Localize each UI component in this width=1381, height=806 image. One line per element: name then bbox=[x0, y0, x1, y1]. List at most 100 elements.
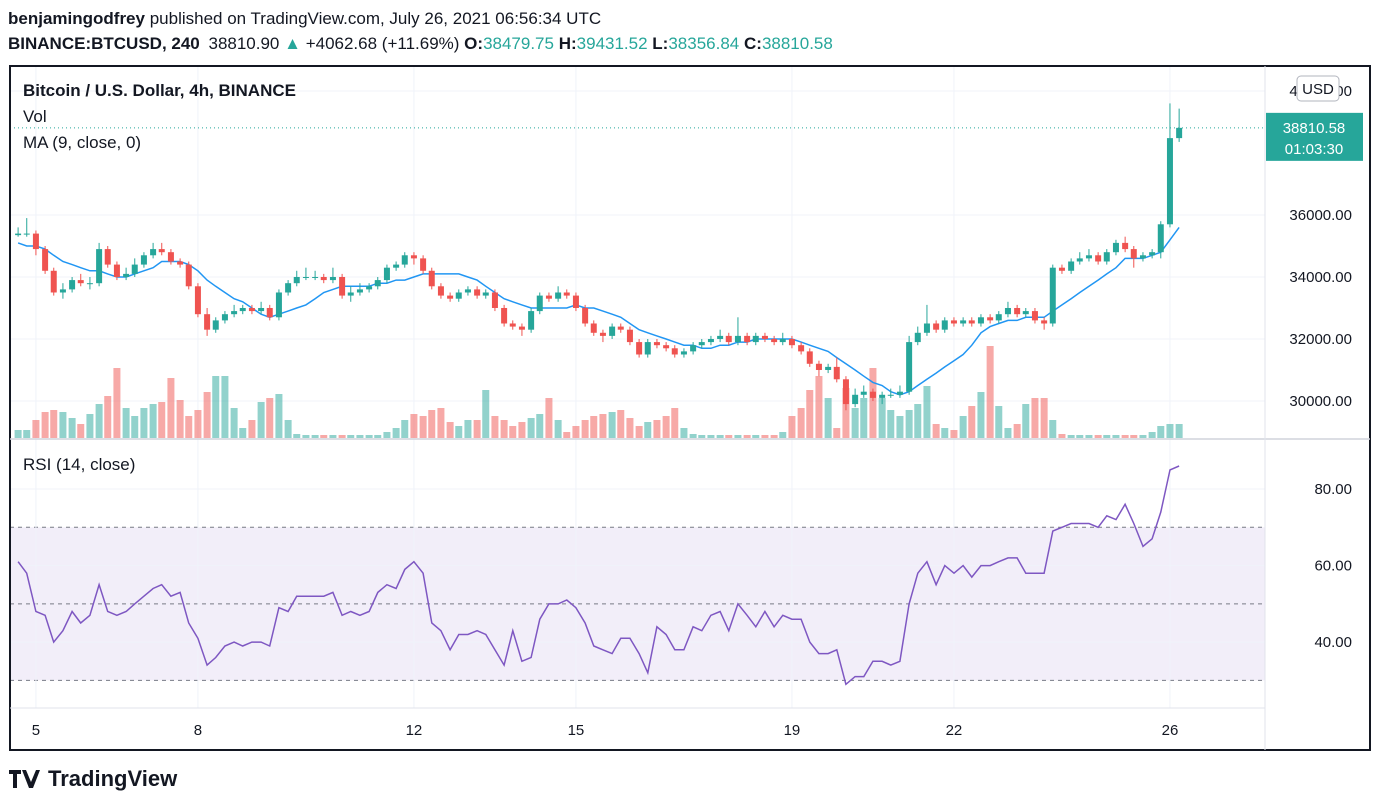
volume-bar bbox=[887, 410, 895, 438]
volume-bar bbox=[1049, 420, 1057, 438]
candle-body bbox=[779, 338, 786, 343]
volume-bar bbox=[1013, 424, 1021, 438]
candle-body bbox=[96, 249, 103, 284]
candle-body bbox=[1166, 138, 1173, 225]
candle-body bbox=[77, 280, 84, 284]
volume-bar bbox=[1040, 398, 1048, 438]
volume-bar bbox=[122, 408, 130, 438]
candle-body bbox=[312, 276, 319, 278]
volume-bar bbox=[365, 435, 373, 438]
candle-body bbox=[23, 233, 30, 235]
candle-body bbox=[518, 326, 525, 330]
last-price-label: 38810.58 bbox=[1283, 120, 1346, 137]
volume-bar bbox=[599, 414, 607, 438]
candle-body bbox=[1149, 252, 1156, 256]
volume-bar bbox=[986, 346, 994, 438]
currency-button[interactable] bbox=[1296, 75, 1340, 102]
volume-bar bbox=[1022, 404, 1030, 438]
candle-body bbox=[420, 258, 427, 271]
volume-bar bbox=[707, 435, 715, 438]
candle-body bbox=[447, 295, 454, 299]
candle-body bbox=[744, 335, 751, 343]
candle-body bbox=[977, 317, 984, 324]
candle-body bbox=[239, 307, 246, 312]
candle-body bbox=[825, 366, 832, 370]
currency[interactable]: USD bbox=[1302, 81, 1334, 98]
volume-bar bbox=[86, 414, 94, 438]
volume-bar bbox=[950, 430, 958, 438]
change: +4062.68 (+11.69%) bbox=[306, 34, 460, 53]
volume-bar bbox=[167, 378, 175, 438]
candle-body bbox=[401, 255, 408, 265]
volume-bar bbox=[311, 435, 319, 438]
candle-body bbox=[123, 273, 130, 277]
candle-body bbox=[852, 394, 859, 405]
volume-bar bbox=[1058, 434, 1066, 438]
volume-bar bbox=[554, 420, 562, 438]
rsi-tick-label: 60.00 bbox=[1314, 558, 1352, 575]
candle-body bbox=[734, 335, 741, 343]
volume-bar bbox=[572, 426, 580, 438]
volume-bar bbox=[392, 428, 400, 438]
volume-bar bbox=[734, 435, 742, 438]
candle-body bbox=[663, 345, 670, 349]
legend-volume: Vol bbox=[23, 107, 47, 126]
volume-bar bbox=[653, 420, 661, 438]
volume-bar bbox=[302, 435, 310, 438]
volume-bar bbox=[32, 420, 40, 438]
candle-body bbox=[572, 295, 579, 308]
volume-bar bbox=[284, 420, 292, 438]
legend-rsi: RSI (14, close) bbox=[23, 455, 135, 474]
volume-bar bbox=[608, 412, 616, 438]
candle-body bbox=[366, 286, 373, 290]
candle-body bbox=[266, 307, 273, 318]
candle-body bbox=[1004, 307, 1011, 315]
volume-bar bbox=[293, 434, 301, 438]
candle-body bbox=[455, 292, 462, 299]
candle-body bbox=[725, 335, 732, 343]
candle-body bbox=[1103, 252, 1110, 262]
volume-bar bbox=[383, 432, 391, 438]
volume-bar bbox=[680, 428, 688, 438]
volume-bar bbox=[374, 435, 382, 438]
volume-bar bbox=[59, 412, 67, 438]
volume-bar bbox=[797, 408, 805, 438]
x-tick-label: 22 bbox=[946, 722, 963, 739]
candle-body bbox=[113, 264, 120, 277]
open-label: O: bbox=[464, 34, 483, 53]
volume-bar bbox=[194, 410, 202, 438]
candle-body bbox=[582, 307, 589, 324]
volume-bar bbox=[203, 392, 211, 438]
candle-body bbox=[707, 338, 714, 343]
candle-body bbox=[231, 311, 238, 315]
legend-ma: MA (9, close, 0) bbox=[23, 133, 141, 152]
volume-bar bbox=[1067, 435, 1075, 438]
candle-body bbox=[356, 289, 363, 293]
candle-body bbox=[185, 264, 192, 287]
volume-bar bbox=[1094, 435, 1102, 438]
candle-body bbox=[933, 323, 940, 330]
candle-body bbox=[131, 264, 138, 274]
volume-bar bbox=[230, 408, 238, 438]
volume-bar bbox=[662, 416, 670, 438]
candle-body bbox=[842, 379, 849, 405]
x-tick-label: 5 bbox=[32, 722, 40, 739]
candle-body bbox=[1049, 267, 1056, 324]
candle-body bbox=[42, 249, 49, 271]
close-value: 38810.58 bbox=[762, 34, 833, 53]
candle-body bbox=[293, 276, 300, 284]
candle-body bbox=[302, 276, 309, 278]
volume-bar bbox=[1121, 435, 1129, 438]
candle-body bbox=[104, 249, 111, 265]
x-tick-label: 12 bbox=[406, 722, 423, 739]
volume-bar bbox=[257, 402, 265, 438]
candle-body bbox=[923, 323, 930, 333]
volume-bar bbox=[959, 416, 967, 438]
y-tick-label: 30000.00 bbox=[1289, 393, 1352, 410]
candle-body bbox=[941, 320, 948, 330]
volume-bar bbox=[41, 412, 49, 438]
candle-body bbox=[771, 338, 778, 343]
candle-body bbox=[437, 286, 444, 296]
volume-bar bbox=[716, 435, 724, 438]
volume-bar bbox=[590, 416, 598, 438]
